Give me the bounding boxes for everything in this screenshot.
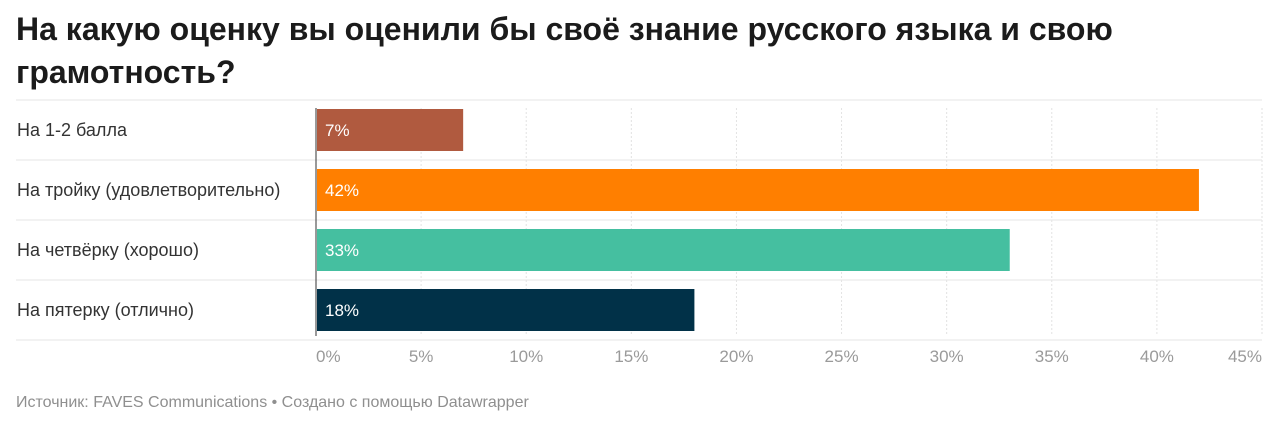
value-label: 7% <box>325 121 350 140</box>
category-label: На 1-2 балла <box>17 120 128 140</box>
source-note: Источник: FAVES Communications • Создано… <box>16 394 529 411</box>
tick-label: 15% <box>614 347 648 366</box>
tick-label: 40% <box>1140 347 1174 366</box>
axis-tick-labels: 0% 5% 10% 15% 20% 25% 30% 35% 40% 45% <box>316 347 1262 366</box>
bar-2 <box>317 229 1010 271</box>
tick-label: 5% <box>409 347 434 366</box>
tick-label: 35% <box>1035 347 1069 366</box>
tick-label: 30% <box>930 347 964 366</box>
bar-1 <box>317 169 1199 211</box>
tick-label: 10% <box>509 347 543 366</box>
category-label: На пятерку (отлично) <box>17 300 194 320</box>
grid-lines <box>16 99 1263 341</box>
bar-0 <box>317 109 464 151</box>
tick-label: 0% <box>316 347 341 366</box>
tick-label: 20% <box>719 347 753 366</box>
value-label: 18% <box>325 301 359 320</box>
bars: 7% 42% 33% 18% <box>317 109 1199 331</box>
chart-title: На какую оценку вы оценили бы своё знани… <box>16 11 1113 90</box>
bar-3 <box>317 289 695 331</box>
category-label: На тройку (удовлетворительно) <box>17 180 280 200</box>
value-label: 42% <box>325 181 359 200</box>
category-label: На четвёрку (хорошо) <box>17 240 199 260</box>
tick-label: 25% <box>825 347 859 366</box>
value-label: 33% <box>325 241 359 260</box>
category-labels: На 1-2 балла На тройку (удовлетворительно… <box>17 120 280 320</box>
tick-label: 45% <box>1228 347 1262 366</box>
